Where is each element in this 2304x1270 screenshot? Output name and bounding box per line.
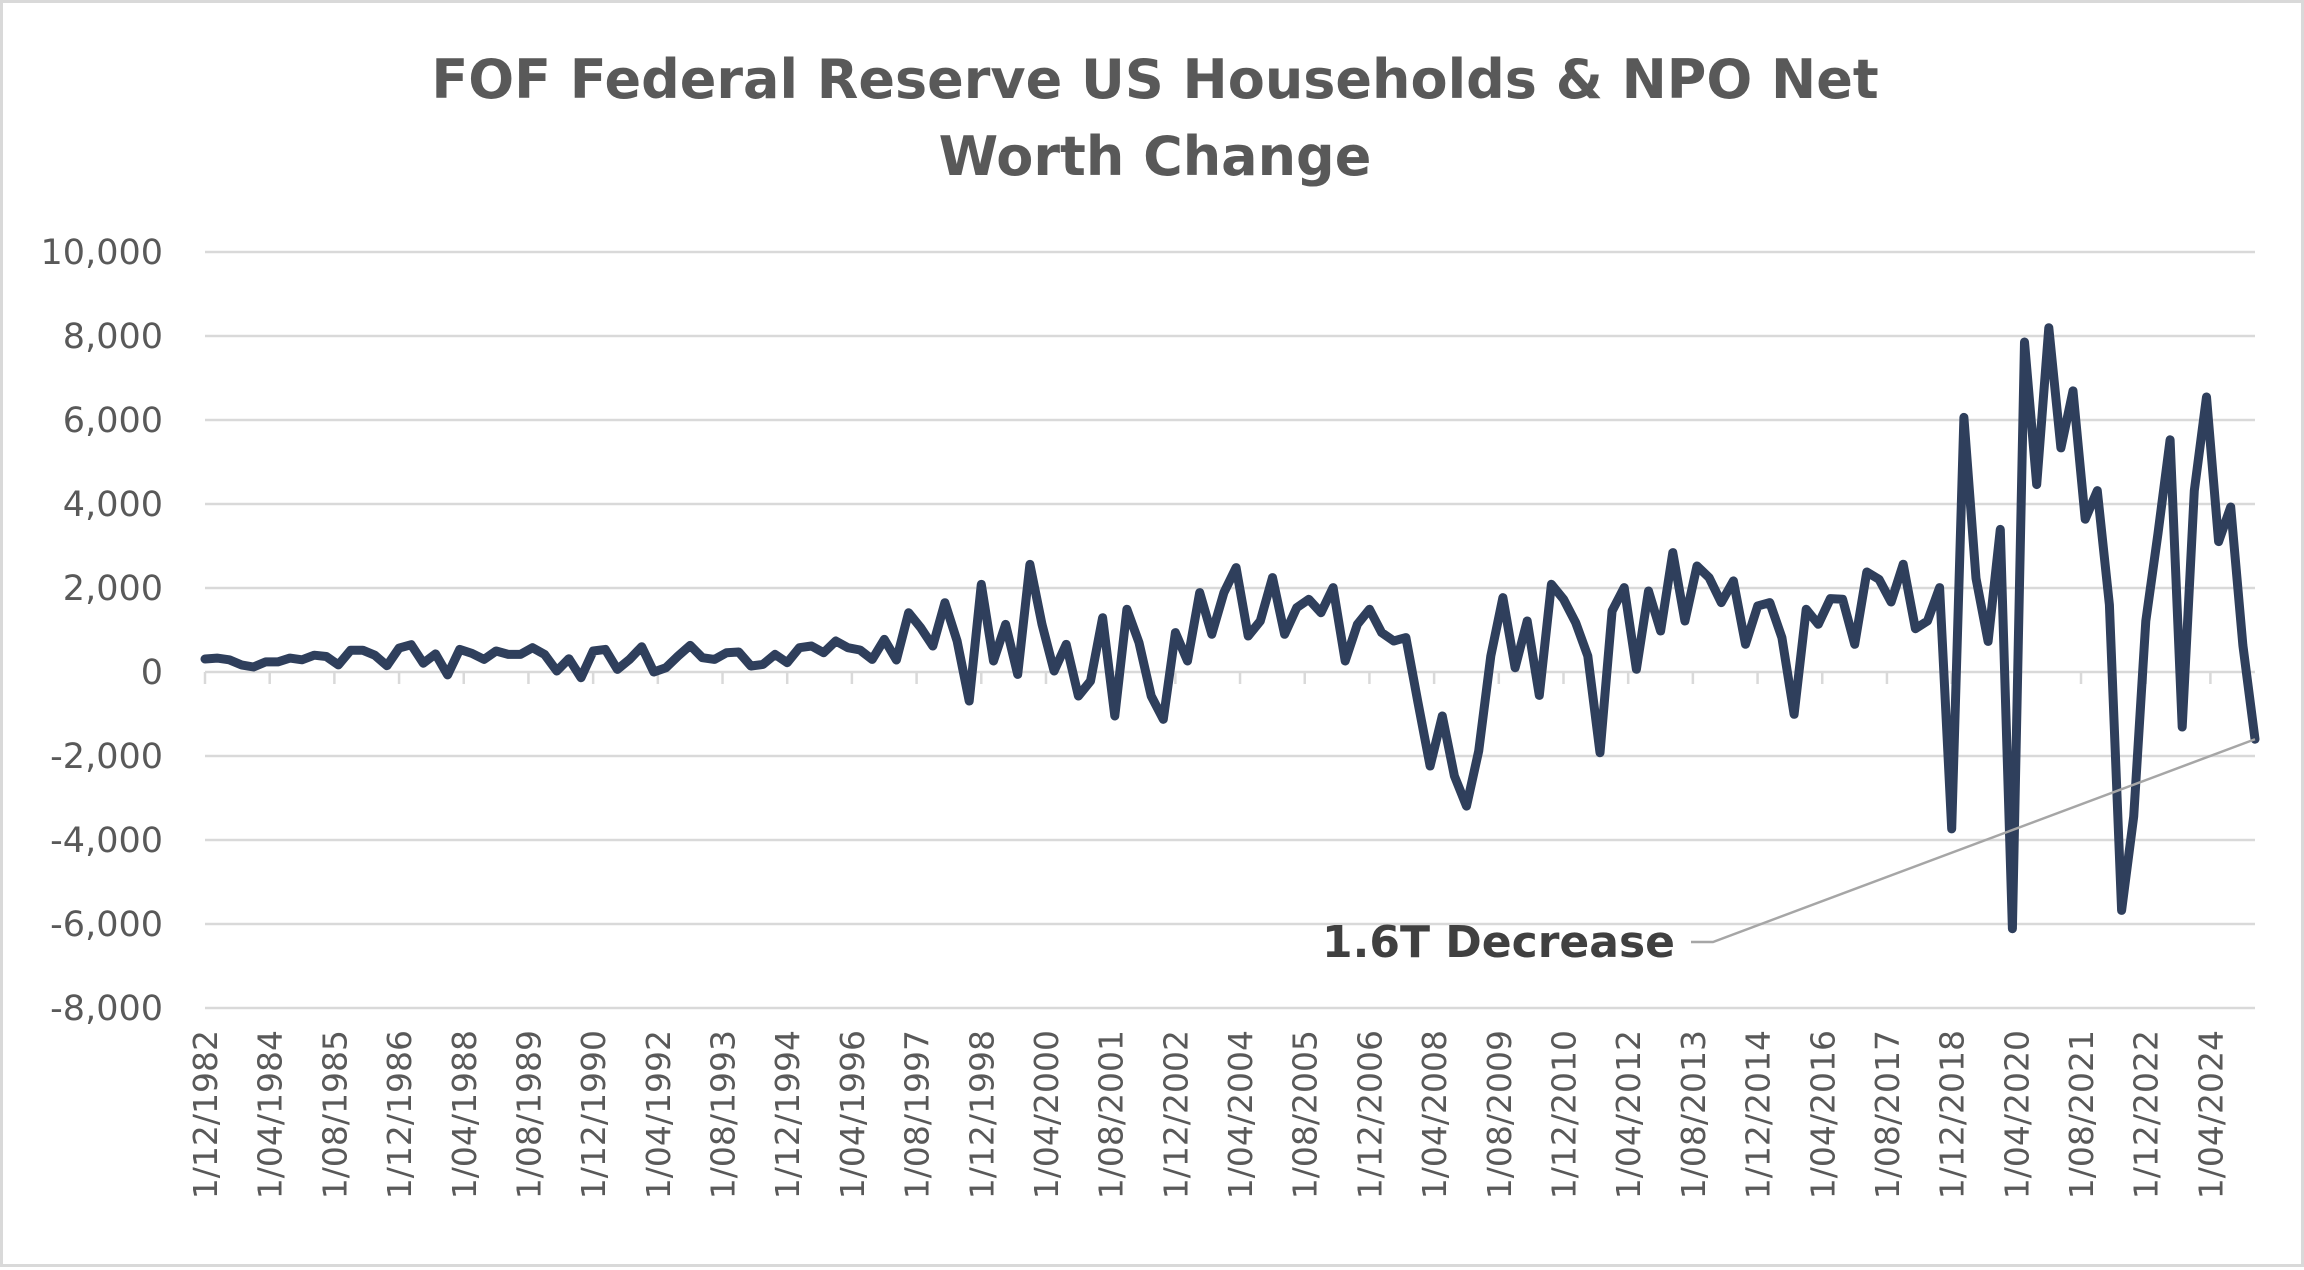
chart-title: FOF Federal Reserve US Households & NPO … bbox=[431, 48, 1878, 188]
x-tick-label: 1/12/2002 bbox=[1156, 1030, 1195, 1199]
x-tick-label: 1/04/1992 bbox=[639, 1030, 678, 1199]
x-tick-label: 1/12/2006 bbox=[1350, 1030, 1389, 1199]
annotation-leader-line bbox=[1691, 738, 2256, 944]
series-line bbox=[200, 323, 2260, 934]
x-tick-label: 1/08/1989 bbox=[509, 1030, 548, 1199]
x-tick-label: 1/04/1988 bbox=[445, 1030, 484, 1199]
x-tick-label: 1/08/2021 bbox=[2062, 1030, 2101, 1199]
x-tick-label: 1/08/2013 bbox=[1674, 1030, 1713, 1199]
x-tick-label: 1/12/2022 bbox=[2127, 1030, 2166, 1199]
y-tick-label: -2,000 bbox=[50, 737, 163, 777]
x-axis: 1/12/1982 1/04/1984 1/08/1985 1/12/1986 1/04… bbox=[186, 672, 2230, 1199]
x-tick-label: 1/08/1985 bbox=[315, 1030, 354, 1199]
x-tick-label: 1/04/2012 bbox=[1609, 1030, 1648, 1199]
y-tick-label: 4,000 bbox=[63, 485, 163, 525]
line-chart: FOF Federal Reserve US Households & NPO … bbox=[41, 48, 2260, 1199]
annotations: 1.6T Decrease bbox=[1322, 738, 2256, 968]
x-tick-label: 1/12/1990 bbox=[574, 1030, 613, 1199]
gridlines bbox=[205, 250, 2255, 1010]
x-tick-label: 1/12/1986 bbox=[380, 1030, 419, 1199]
series-group bbox=[200, 323, 2260, 934]
x-tick-label: 1/12/2014 bbox=[1739, 1030, 1778, 1199]
y-tick-label: 2,000 bbox=[63, 569, 163, 609]
x-tick-label: 1/08/2017 bbox=[1868, 1030, 1907, 1199]
y-tick-label: 8,000 bbox=[63, 317, 163, 357]
y-tick-label: 0 bbox=[141, 653, 163, 693]
x-tick-label: 1/08/2001 bbox=[1092, 1030, 1131, 1199]
x-tick-label: 1/04/2020 bbox=[1997, 1030, 2036, 1199]
chart-title-line-1: FOF Federal Reserve US Households & NPO … bbox=[431, 48, 1878, 111]
annotation-label: 1.6T Decrease bbox=[1322, 917, 1675, 968]
x-tick-label: 1/12/1998 bbox=[962, 1030, 1001, 1199]
x-tick-label: 1/04/2004 bbox=[1221, 1030, 1260, 1199]
x-tick-label: 1/04/2024 bbox=[2191, 1030, 2230, 1199]
x-tick-label: 1/12/2010 bbox=[1544, 1030, 1583, 1199]
y-tick-label: -4,000 bbox=[50, 821, 163, 861]
y-axis: 10,000 8,000 6,000 4,000 2,000 0 -2,000 -4,000 -… bbox=[41, 233, 163, 1029]
x-tick-label: 1/04/2000 bbox=[1027, 1030, 1066, 1199]
y-tick-label: 10,000 bbox=[41, 233, 163, 273]
y-tick-label: -6,000 bbox=[50, 905, 163, 945]
x-tick-label: 1/04/1996 bbox=[833, 1030, 872, 1199]
x-tick-label: 1/04/2008 bbox=[1415, 1030, 1454, 1199]
y-tick-label: 6,000 bbox=[63, 401, 163, 441]
x-tick-label: 1/08/2009 bbox=[1480, 1030, 1519, 1199]
x-tick-label: 1/12/1994 bbox=[768, 1030, 807, 1199]
chart-title-line-2: Worth Change bbox=[939, 125, 1372, 188]
y-tick-label: -8,000 bbox=[50, 989, 163, 1029]
x-tick-label: 1/04/2016 bbox=[1803, 1030, 1842, 1199]
x-tick-label: 1/08/1997 bbox=[898, 1030, 937, 1199]
x-tick-label: 1/08/2005 bbox=[1286, 1030, 1325, 1199]
x-tick-label: 1/12/2018 bbox=[1933, 1030, 1972, 1199]
x-tick-label: 1/08/1993 bbox=[704, 1030, 743, 1199]
x-tick-label: 1/12/1982 bbox=[186, 1030, 225, 1199]
x-tick-label: 1/04/1984 bbox=[251, 1030, 290, 1199]
